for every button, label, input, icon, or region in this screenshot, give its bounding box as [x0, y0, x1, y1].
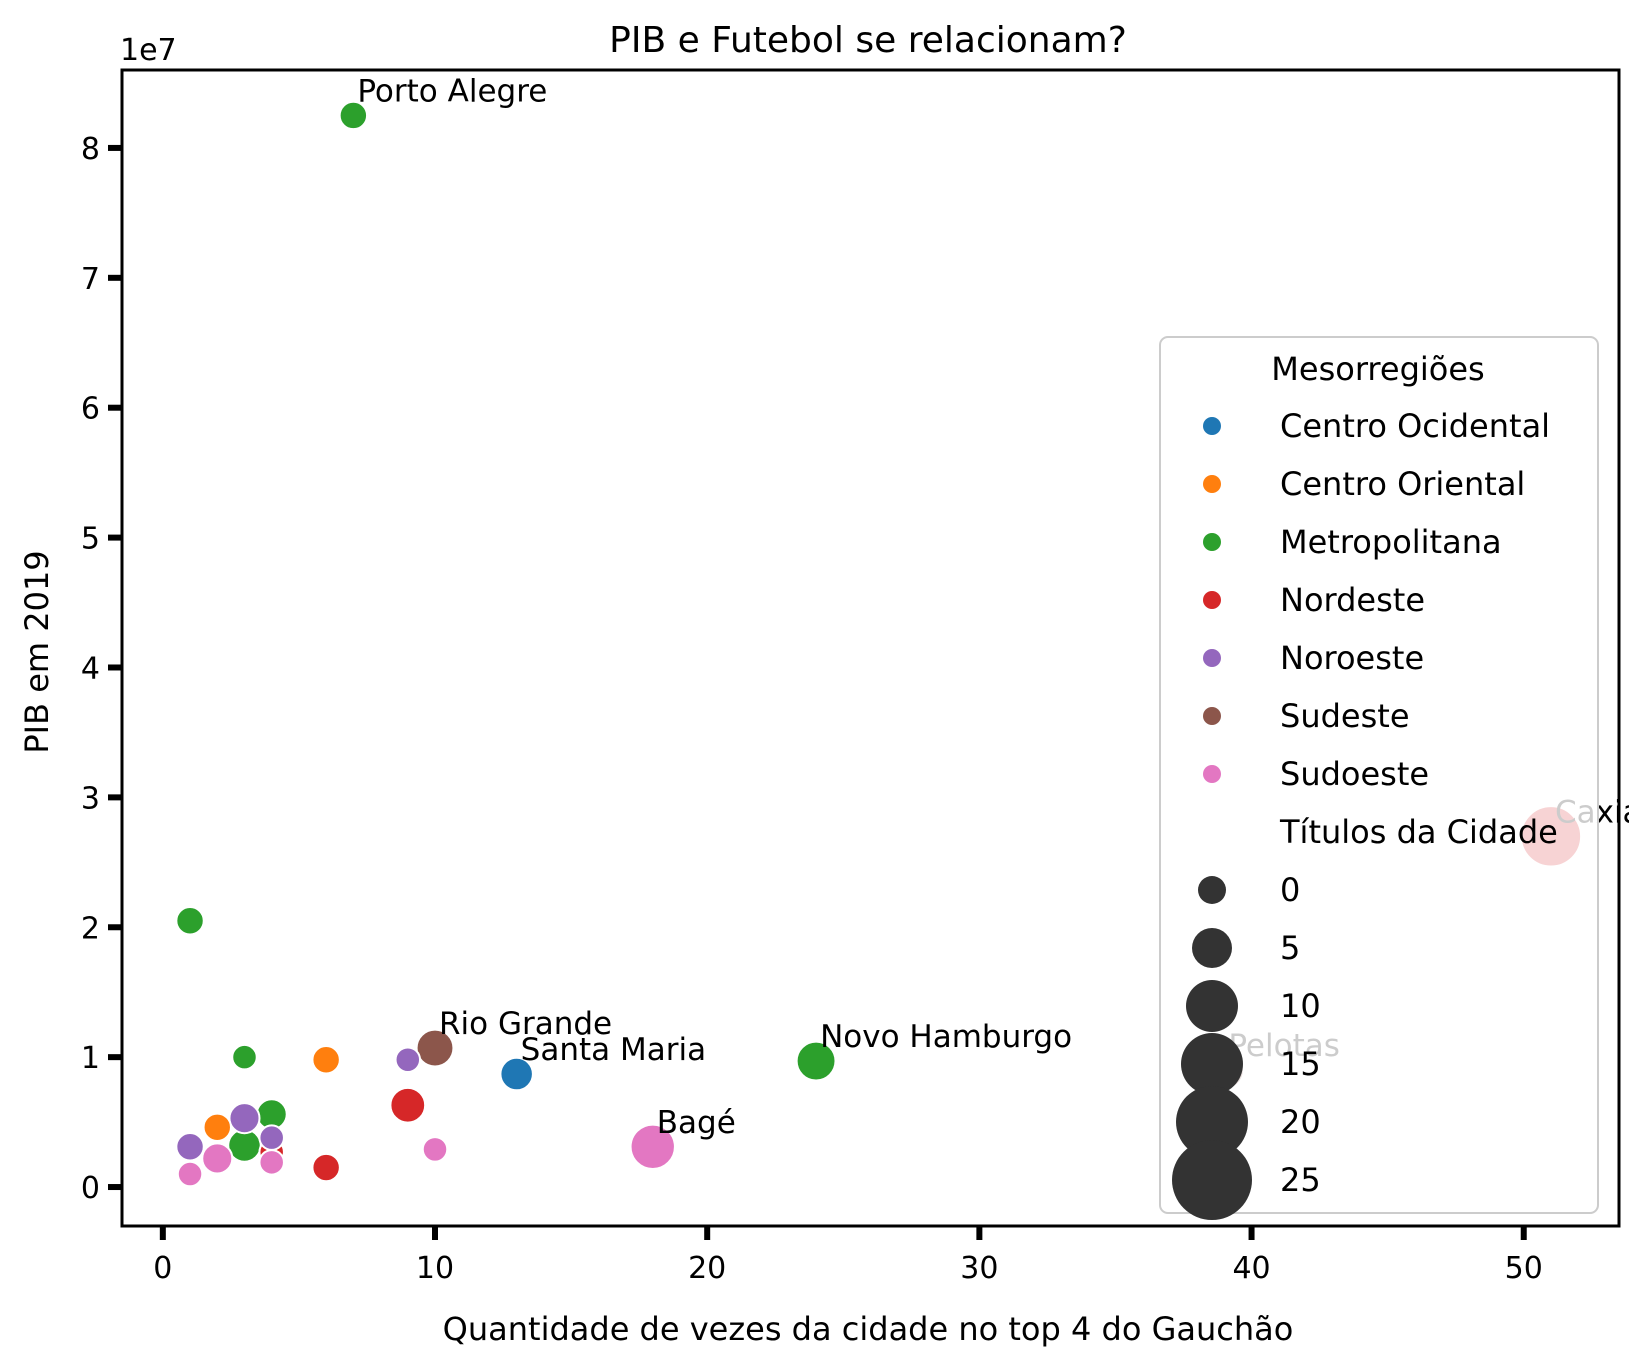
legend-size-title: Títulos da Cidade — [1279, 813, 1558, 851]
legend-label: Centro Ocidental — [1280, 407, 1550, 445]
legend-size-label: 25 — [1280, 1161, 1321, 1199]
legend-label: Sudoeste — [1280, 755, 1429, 793]
y-tick-label: 6 — [81, 392, 100, 427]
scatter-point — [175, 1132, 205, 1162]
scatter-point — [311, 1045, 341, 1075]
y-tick-label: 2 — [81, 911, 100, 946]
point-annotation: Novo Hamburgo — [820, 1019, 1072, 1055]
scatter-point — [258, 1149, 285, 1176]
x-axis-label: Quantidade de vezes da cidade no top 4 d… — [443, 1310, 1294, 1348]
x-tick-label: 0 — [153, 1251, 172, 1286]
y-tick-label: 1 — [81, 1041, 100, 1076]
legend-marker — [1203, 707, 1221, 725]
x-tick-label: 40 — [1232, 1251, 1270, 1286]
chart-title: PIB e Futebol se relacionam? — [609, 20, 1127, 61]
legend-box — [1159, 336, 1599, 1214]
x-tick-label: 10 — [416, 1251, 454, 1286]
y-tick-label: 7 — [81, 262, 100, 297]
scatter-point — [421, 1136, 449, 1163]
legend-label: Noroeste — [1280, 639, 1424, 677]
point-annotation: Rio Grande — [439, 1006, 612, 1042]
y-tick-label: 8 — [81, 132, 100, 167]
legend-size-marker — [1186, 980, 1238, 1032]
scatter-point — [228, 1102, 261, 1135]
legend-marker — [1203, 417, 1221, 435]
scatter-point — [231, 1043, 258, 1071]
point-annotation: Porto Alegre — [357, 73, 547, 109]
legend-size-marker — [1172, 1140, 1252, 1220]
legend-size-marker — [1176, 1086, 1248, 1158]
scatter-point — [201, 1142, 234, 1175]
scatter-point — [629, 1123, 676, 1170]
legend-size-marker — [1198, 876, 1226, 904]
scatter-point — [389, 1086, 427, 1124]
legend-label: Sudeste — [1280, 697, 1410, 735]
x-tick-label: 20 — [688, 1251, 726, 1286]
scatter-point — [202, 1112, 232, 1142]
legend-size-label: 15 — [1280, 1045, 1321, 1083]
legend-label: Centro Oriental — [1280, 465, 1525, 503]
y-tick-label: 5 — [81, 522, 100, 557]
legend-label: Nordeste — [1280, 581, 1425, 619]
point-annotation: Santa Maria — [521, 1032, 706, 1068]
scatter-point — [394, 1046, 422, 1073]
legend-marker — [1203, 533, 1221, 551]
legend-hue-title: Mesorregiões — [1271, 350, 1484, 388]
legend-marker — [1203, 649, 1221, 667]
legend-size-marker — [1192, 928, 1232, 968]
legend-label: Metropolitana — [1280, 523, 1502, 561]
scatter-point — [311, 1152, 341, 1183]
legend-size-label: 5 — [1280, 929, 1300, 967]
legend-marker — [1203, 591, 1221, 609]
scatter-point — [338, 100, 369, 131]
y-tick-label: 0 — [81, 1171, 100, 1206]
scatter-point — [176, 1160, 204, 1188]
point-annotation: Bagé — [657, 1105, 736, 1141]
legend-size-label: 20 — [1280, 1103, 1321, 1141]
legend-size-label: 0 — [1280, 871, 1300, 909]
scatter-point — [415, 1028, 455, 1068]
y-tick-label: 3 — [81, 781, 100, 816]
y-axis-label: PIB em 2019 — [18, 550, 56, 753]
legend-size-marker — [1181, 1033, 1243, 1095]
x-tick-label: 30 — [960, 1251, 998, 1286]
legend-marker — [1203, 475, 1221, 493]
plot-frame — [120, 68, 1621, 1228]
legend-marker — [1203, 765, 1221, 783]
scatter-point — [258, 1124, 285, 1151]
legend: Mesorregiões Centro Ocidental Centro Orien… — [1159, 336, 1599, 1220]
scatter-point — [795, 1040, 837, 1082]
scatter-point — [499, 1056, 534, 1092]
x-tick-label: 50 — [1505, 1251, 1543, 1286]
y-offset-text: 1e7 — [120, 33, 177, 68]
y-tick-label: 4 — [81, 651, 100, 686]
legend-size-label: 10 — [1280, 987, 1321, 1025]
scatter-point — [175, 906, 205, 936]
